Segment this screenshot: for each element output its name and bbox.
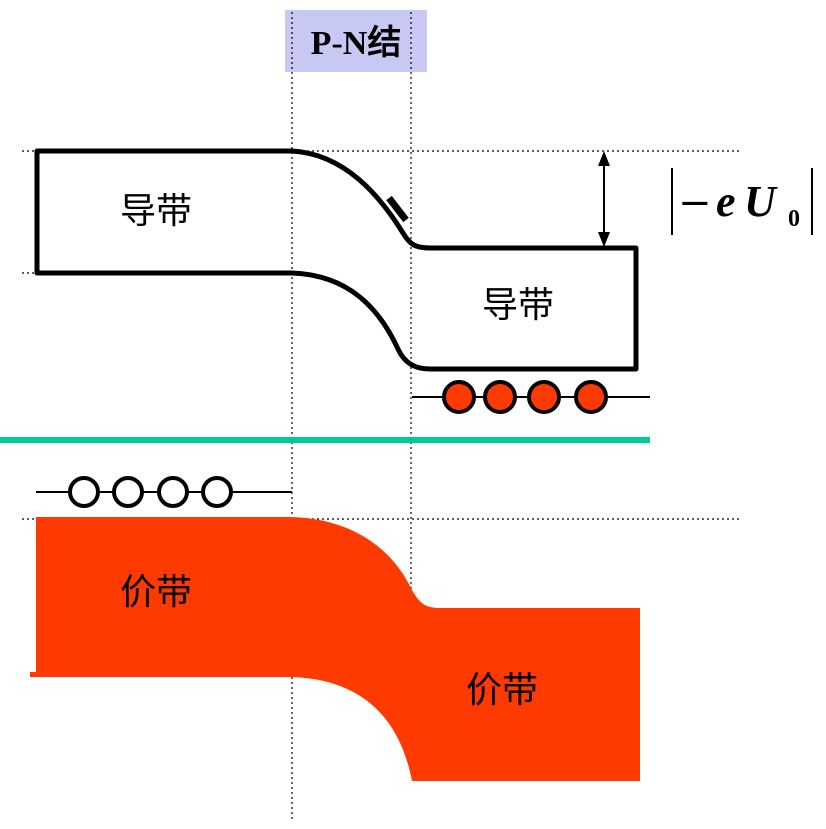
p-valence-band-label: 价带 — [120, 572, 192, 613]
n-valence-band-label: 价带 — [466, 670, 538, 711]
barrier-arrow-head-bottom — [598, 232, 610, 247]
p-conduction-band-label: 导带 — [120, 191, 192, 232]
barrier-arrow-head-top — [598, 151, 610, 166]
barrier-label-minus: − — [678, 180, 712, 226]
junction-title: P-N结 — [311, 24, 402, 62]
conduction-band-slope-mark — [386, 195, 409, 223]
barrier-label-subscript: 0 — [788, 206, 800, 232]
barrier-label-e: e — [716, 177, 736, 226]
electron — [483, 380, 517, 414]
electron — [442, 380, 476, 414]
conduction-band — [34, 148, 639, 372]
junction-title-box — [285, 10, 427, 72]
barrier-label-u: U — [744, 177, 778, 226]
hole — [68, 476, 100, 508]
electron — [574, 380, 608, 414]
n-conduction-band-label: 导带 — [482, 285, 554, 326]
hole — [112, 476, 144, 508]
hole — [157, 476, 189, 508]
valence-band — [30, 517, 640, 781]
electron — [527, 380, 561, 414]
hole — [201, 476, 233, 508]
